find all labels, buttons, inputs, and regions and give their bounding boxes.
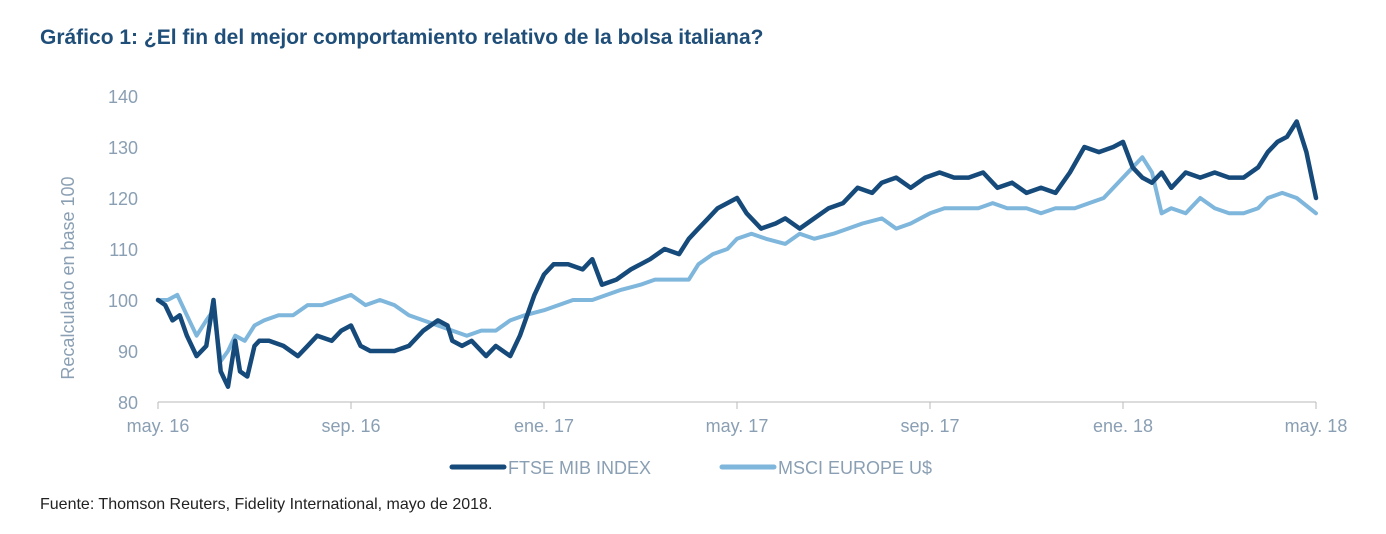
x-tick-label: may. 16 <box>127 416 190 436</box>
chart-axes: 80 90 100 110 120 130 140 may. 16 sep. 16 ene. 17… <box>108 87 1347 436</box>
y-tick-label: 130 <box>108 138 138 158</box>
x-tick-label: ene. 18 <box>1093 416 1153 436</box>
y-tick-label: 90 <box>118 342 138 362</box>
x-tick-label: may. 17 <box>706 416 769 436</box>
legend-label: MSCI EUROPE U$ <box>778 458 932 478</box>
series-line-ftse-mib <box>155 119 1319 389</box>
y-axis-label: Recalculado en base 100 <box>58 176 78 379</box>
chart-title: Gráfico 1: ¿El fin del mejor comportamie… <box>40 26 764 49</box>
legend-label: FTSE MIB INDEX <box>508 458 651 478</box>
y-tick-label: 120 <box>108 189 138 209</box>
y-tick-label: 110 <box>109 240 138 260</box>
y-tick-label: 100 <box>108 291 138 311</box>
x-tick-label: sep. 16 <box>321 416 380 436</box>
source-note: Fuente: Thomson Reuters, Fidelity Intern… <box>40 496 493 513</box>
chart-legend: FTSE MIB INDEX MSCI EUROPE U$ <box>449 458 932 478</box>
chart-series <box>155 119 1319 389</box>
y-tick-label: 80 <box>118 393 138 413</box>
x-tick-label: sep. 17 <box>900 416 959 436</box>
x-tick-label: may. 18 <box>1285 416 1348 436</box>
x-tick-label: ene. 17 <box>514 416 574 436</box>
series-line-msci-europe <box>156 155 1318 364</box>
y-tick-label: 140 <box>108 87 138 107</box>
